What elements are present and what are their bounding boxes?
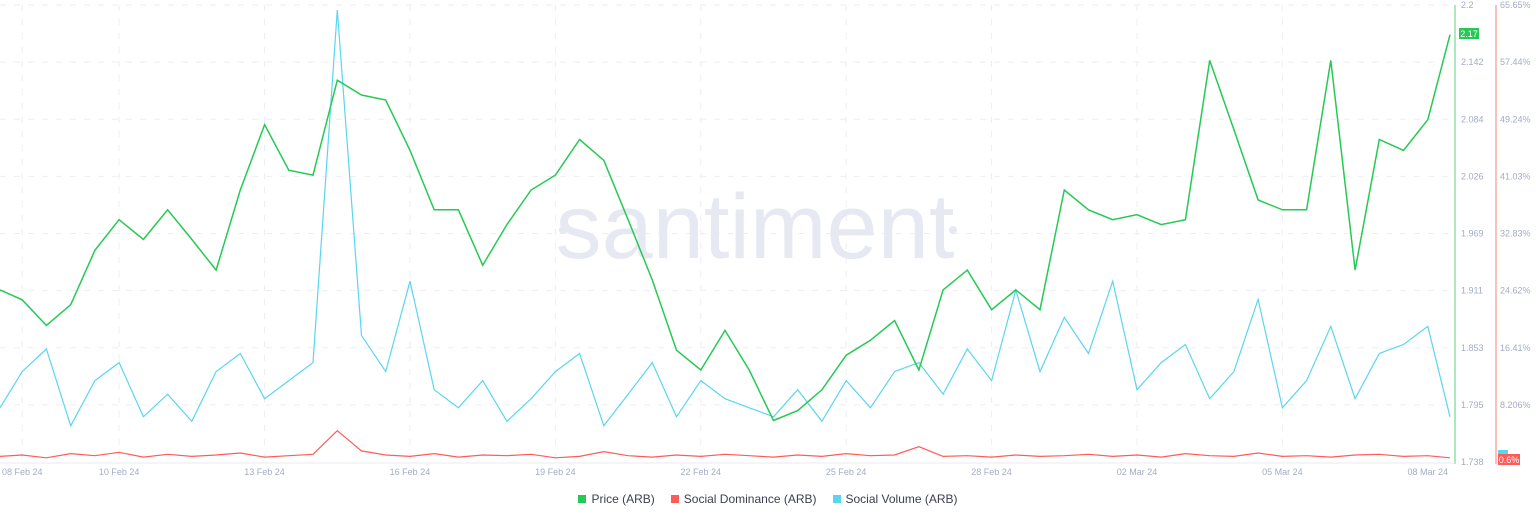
price-line xyxy=(0,34,1451,422)
legend-item-social-volume[interactable]: Social Volume (ARB) xyxy=(832,492,958,506)
ticks: 2.2 2.142 2.084 2.026 1.969 1.911 1.853 1.795 1.… xyxy=(2,0,1531,477)
x-tick-label: 28 Feb 24 xyxy=(971,467,1012,477)
dominance-tick-label: 57.44% xyxy=(1500,57,1531,67)
price-tick-label: 2.2 xyxy=(1461,0,1474,10)
legend: Price (ARB) Social Dominance (ARB) Socia… xyxy=(0,492,1536,506)
price-current-label: 2.17 xyxy=(1460,29,1478,39)
price-tick-label: 2.142 xyxy=(1461,57,1484,67)
legend-label: Social Dominance (ARB) xyxy=(683,492,817,506)
price-tick-label: 1.911 xyxy=(1461,286,1483,296)
price-tick-label: 1.853 xyxy=(1461,343,1484,353)
dominance-tick-label: 24.62% xyxy=(1500,286,1531,296)
x-tick-label: 02 Mar 24 xyxy=(1117,467,1158,477)
dominance-swatch xyxy=(670,495,679,503)
legend-label: Price (ARB) xyxy=(591,492,655,506)
dominance-tick-label: 49.24% xyxy=(1500,114,1531,124)
dominance-tick-label: 65.65% xyxy=(1500,0,1531,10)
price-tick-label: 1.738 xyxy=(1461,457,1484,467)
dominance-current-label: 0.6% xyxy=(1499,455,1520,465)
watermark-dot-left xyxy=(559,226,567,234)
watermark-dot-right xyxy=(949,226,957,234)
dominance-tick-label: 16.41% xyxy=(1500,343,1531,353)
x-tick-label: 05 Mar 24 xyxy=(1262,467,1303,477)
price-swatch xyxy=(578,495,587,503)
social-dominance-line xyxy=(0,429,1451,459)
legend-label: Social Volume (ARB) xyxy=(845,492,958,506)
social-volume-line xyxy=(0,9,1451,428)
dominance-current-badge xyxy=(1498,454,1520,465)
series-layer xyxy=(0,9,1451,459)
price-tick-label: 1.795 xyxy=(1461,400,1484,410)
x-tick-label: 08 Feb 24 xyxy=(2,467,43,477)
volume-current-badge xyxy=(1498,450,1508,455)
x-tick-label: 08 Mar 24 xyxy=(1408,467,1449,477)
dominance-tick-label: 41.03% xyxy=(1500,171,1531,181)
price-current-badge xyxy=(1459,28,1479,39)
price-tick-label: 2.026 xyxy=(1461,171,1484,181)
x-tick-label: 13 Feb 24 xyxy=(244,467,285,477)
legend-item-price[interactable]: Price (ARB) xyxy=(578,492,655,506)
x-tick-label: 16 Feb 24 xyxy=(390,467,431,477)
legend-item-social-dominance[interactable]: Social Dominance (ARB) xyxy=(670,492,817,506)
dominance-tick-label: 8.206% xyxy=(1500,400,1531,410)
volume-swatch xyxy=(832,495,841,503)
x-tick-label: 22 Feb 24 xyxy=(680,467,721,477)
x-tick-label: 25 Feb 24 xyxy=(826,467,867,477)
dominance-tick-label: 32.83% xyxy=(1500,229,1531,239)
watermark: santiment xyxy=(556,176,955,278)
x-tick-label: 19 Feb 24 xyxy=(535,467,576,477)
price-tick-label: 2.084 xyxy=(1461,114,1484,124)
price-tick-label: 1.969 xyxy=(1461,229,1484,239)
chart: santiment 2.2 2.142 2.084 2.026 1.969 1.911 1.… xyxy=(0,0,1531,477)
x-tick-label: 10 Feb 24 xyxy=(99,467,140,477)
